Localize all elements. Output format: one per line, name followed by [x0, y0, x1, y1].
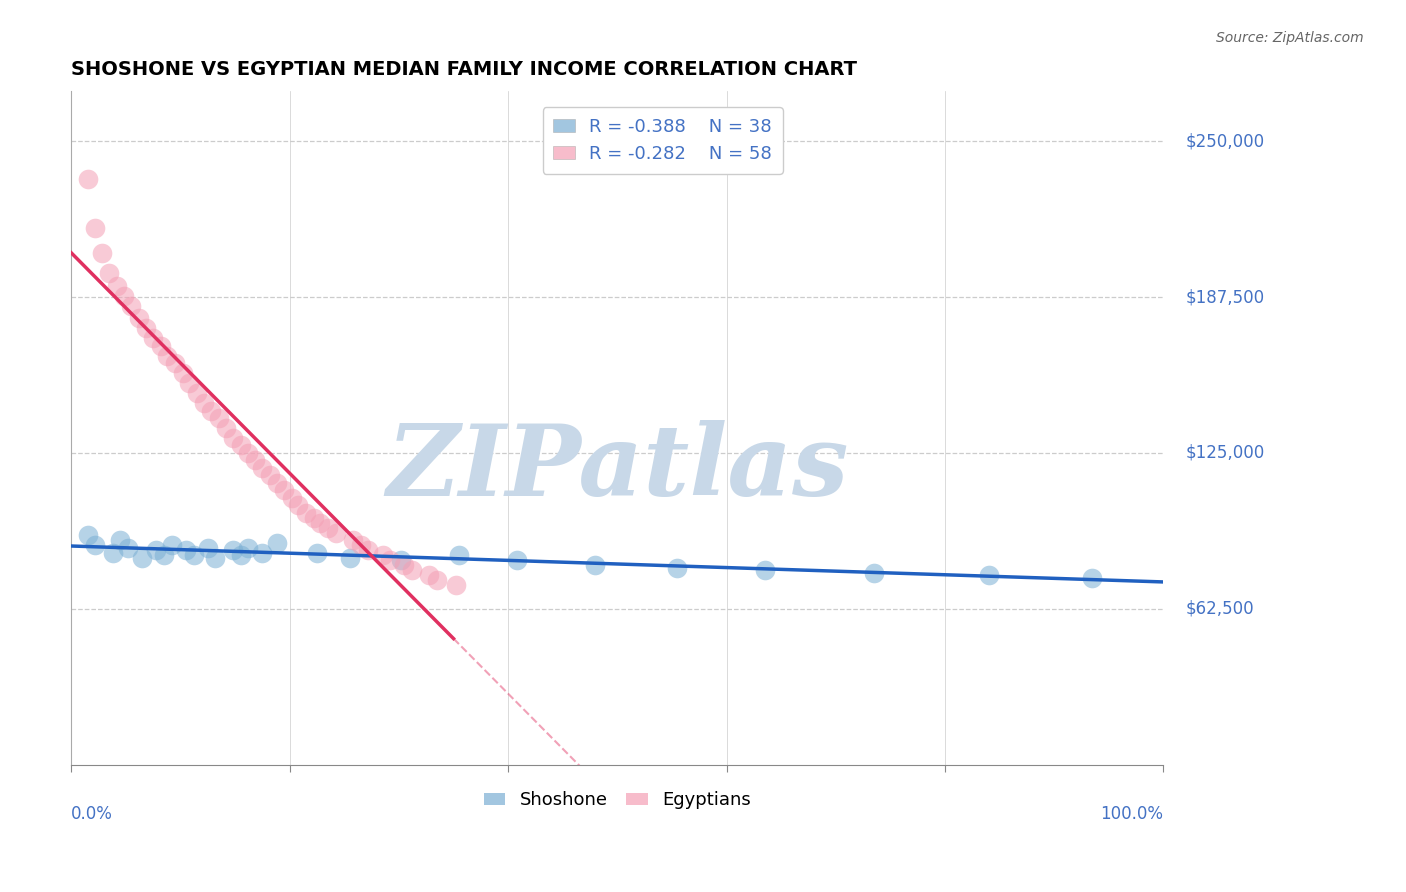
Point — [585, 558, 607, 573]
Point — [350, 538, 373, 552]
Point — [197, 541, 219, 555]
Point — [179, 376, 201, 391]
Point — [243, 453, 266, 467]
Point — [222, 431, 245, 445]
Point — [215, 421, 238, 435]
Point — [204, 550, 226, 565]
Point — [1081, 571, 1104, 585]
Point — [863, 566, 886, 580]
Point — [316, 521, 339, 535]
Point — [131, 550, 153, 565]
Point — [142, 331, 165, 345]
Point — [76, 171, 98, 186]
Point — [229, 548, 252, 562]
Point — [401, 563, 423, 577]
Point — [305, 546, 328, 560]
Text: $187,500: $187,500 — [1185, 288, 1264, 306]
Point — [84, 538, 107, 552]
Point — [302, 511, 325, 525]
Point — [153, 548, 176, 562]
Point — [444, 578, 467, 592]
Text: SHOSHONE VS EGYPTIAN MEDIAN FAMILY INCOME CORRELATION CHART: SHOSHONE VS EGYPTIAN MEDIAN FAMILY INCOM… — [72, 60, 858, 78]
Point — [287, 499, 309, 513]
Point — [754, 563, 776, 577]
Point — [252, 461, 274, 475]
Point — [156, 349, 179, 363]
Point — [149, 339, 172, 353]
Point — [378, 553, 401, 567]
Text: 0.0%: 0.0% — [72, 805, 112, 822]
Point — [145, 543, 167, 558]
Point — [238, 541, 260, 555]
Point — [110, 533, 132, 548]
Point — [252, 546, 274, 560]
Point — [389, 553, 412, 567]
Point — [447, 548, 470, 562]
Point — [266, 535, 288, 549]
Point — [342, 533, 364, 548]
Point — [325, 525, 347, 540]
Text: ZIPatlas: ZIPatlas — [387, 420, 848, 516]
Text: $125,000: $125,000 — [1185, 444, 1264, 462]
Point — [160, 538, 183, 552]
Point — [183, 548, 205, 562]
Point — [371, 548, 394, 562]
Point — [394, 558, 416, 573]
Point — [163, 356, 186, 370]
Text: $250,000: $250,000 — [1185, 132, 1264, 150]
Point — [259, 468, 281, 483]
Point — [295, 506, 318, 520]
Text: Source: ZipAtlas.com: Source: ZipAtlas.com — [1216, 31, 1364, 45]
Point — [172, 366, 194, 380]
Point — [418, 568, 440, 582]
Point — [186, 386, 208, 401]
Text: 100.0%: 100.0% — [1101, 805, 1163, 822]
Point — [134, 321, 156, 335]
Point — [128, 311, 150, 326]
Point — [666, 560, 689, 574]
Point — [339, 550, 361, 565]
Point — [506, 553, 529, 567]
Point — [76, 528, 98, 542]
Point — [273, 483, 295, 498]
Point — [193, 396, 215, 410]
Point — [200, 403, 222, 417]
Point — [90, 246, 112, 260]
Point — [238, 446, 260, 460]
Point — [120, 299, 142, 313]
Point — [977, 568, 1000, 582]
Point — [98, 266, 121, 280]
Point — [112, 289, 135, 303]
Point — [309, 516, 332, 530]
Point — [117, 541, 139, 555]
Point — [105, 278, 128, 293]
Point — [426, 573, 449, 587]
Point — [208, 411, 231, 425]
Point — [174, 543, 197, 558]
Point — [101, 546, 124, 560]
Text: $62,500: $62,500 — [1185, 600, 1254, 618]
Point — [84, 221, 107, 235]
Point — [222, 543, 245, 558]
Point — [266, 475, 288, 490]
Point — [281, 491, 304, 505]
Point — [357, 543, 380, 558]
Legend: Shoshone, Egyptians: Shoshone, Egyptians — [477, 784, 758, 816]
Point — [229, 438, 252, 452]
